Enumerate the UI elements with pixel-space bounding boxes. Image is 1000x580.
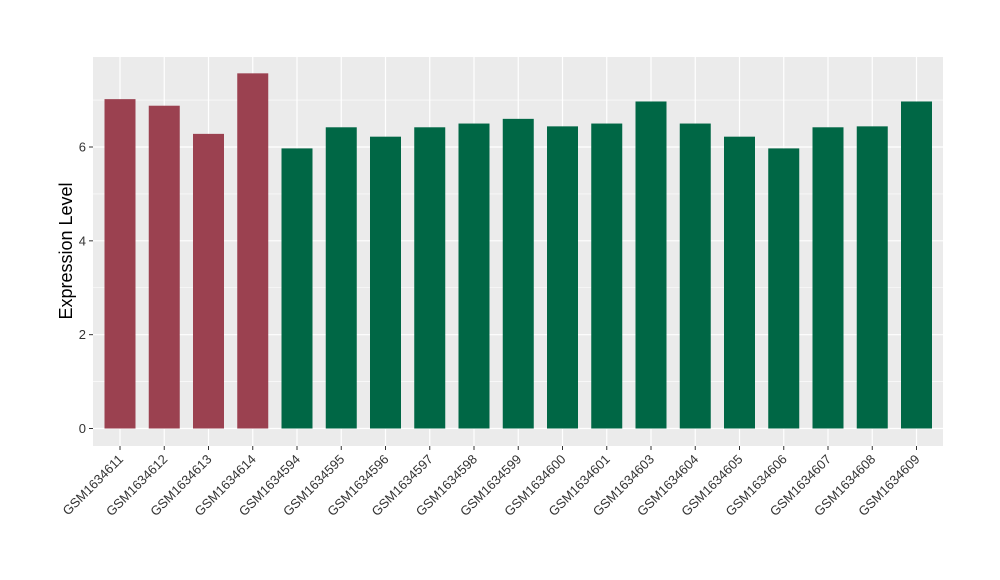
bar-GSM1634604 [679, 123, 711, 429]
bar-GSM1634603 [635, 101, 667, 429]
y-axis-title: Expression Level [56, 182, 76, 319]
bar-GSM1634614 [237, 73, 269, 429]
bar-GSM1634611 [104, 99, 136, 429]
bar-GSM1634594 [281, 148, 313, 429]
bar-GSM1634601 [591, 123, 623, 429]
y-tick-label: 6 [79, 140, 86, 155]
bar-GSM1634596 [370, 136, 401, 429]
bar-GSM1634613 [193, 133, 224, 429]
y-tick-label: 0 [79, 421, 86, 436]
bar-GSM1634606 [768, 148, 800, 429]
bar-GSM1634607 [812, 127, 844, 429]
x-axis: GSM1634611GSM1634612GSM1634613GSM1634614… [59, 446, 923, 519]
bars [104, 73, 932, 429]
y-tick-label: 4 [79, 233, 86, 248]
bar-GSM1634605 [724, 136, 755, 429]
bar-GSM1634600 [547, 126, 578, 429]
y-tick-label: 2 [79, 327, 86, 342]
bar-GSM1634612 [148, 105, 180, 429]
bar-GSM1634595 [325, 127, 357, 429]
bar-GSM1634598 [458, 123, 490, 429]
bar-GSM1634597 [414, 127, 446, 429]
bar-GSM1634599 [502, 118, 534, 429]
bar-GSM1634608 [856, 126, 888, 429]
bar-GSM1634609 [901, 101, 932, 429]
y-axis: 0 2 4 6 [79, 140, 93, 436]
